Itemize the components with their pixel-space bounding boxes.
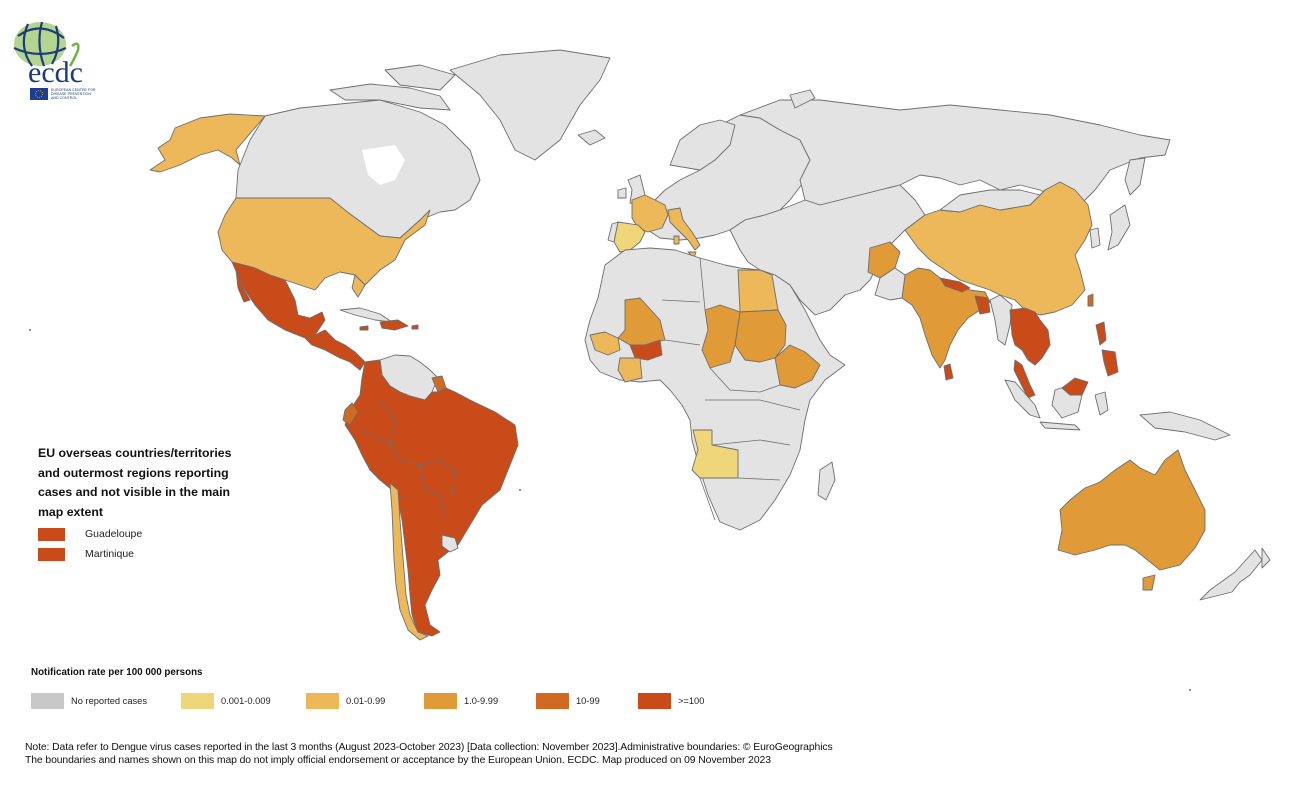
region-chile (389, 482, 429, 641)
region-dominican-republic (379, 319, 409, 331)
region-taiwan (1087, 293, 1094, 307)
region-bangladesh (974, 295, 991, 315)
region-australia (1057, 449, 1206, 571)
inset-item-guadeloupe: Guadeloupe (38, 526, 253, 542)
region-cote-divoire (617, 357, 643, 383)
region-philippines (1095, 321, 1107, 346)
region-sri-lanka (943, 363, 954, 381)
region-mexico (231, 261, 326, 339)
legend-swatch (536, 692, 569, 709)
region-malaysia (1013, 359, 1036, 399)
legend-title: Notification rate per 100 000 persons (31, 667, 203, 678)
inset-legend-title: EU overseas countries/territories and ou… (38, 446, 232, 519)
region-chad (701, 304, 741, 369)
swatch-guadeloupe (38, 527, 65, 541)
svg-text:DISEASE PREVENTION: DISEASE PREVENTION (51, 92, 91, 96)
note-line-1: Note: Data refer to Dengue virus cases r… (25, 742, 833, 753)
region-nepal (939, 277, 971, 293)
region-ecuador (342, 402, 359, 426)
svg-text:ecdc: ecdc (28, 56, 83, 89)
inset-item-martinique: Martinique (38, 546, 253, 562)
region-france (631, 194, 669, 233)
legend-swatch (638, 692, 671, 709)
region-russia (739, 99, 1171, 206)
legend-item-class3: 1.0-9.99 (424, 692, 498, 709)
region-uruguay (441, 534, 459, 553)
region-new-zealand (1199, 549, 1263, 601)
ecdc-logo: ecdc EUROPEAN CENTRE FOR DISEASE PREVENT… (10, 20, 110, 102)
svg-text:EUROPEAN CENTRE FOR: EUROPEAN CENTRE FOR (51, 88, 96, 92)
region-alaska (149, 113, 266, 173)
inset-legend: EU overseas countries/territories and ou… (38, 444, 253, 562)
region-italy (667, 207, 701, 251)
legend-swatch (181, 692, 214, 709)
legend-swatch (31, 692, 64, 709)
legend-item-class1: 0.001-0.009 (181, 692, 271, 709)
region-sudan (734, 309, 787, 363)
legend-item-no-cases: No reported cases (31, 692, 147, 709)
svg-text:AND CONTROL: AND CONTROL (51, 96, 77, 100)
legend-swatch (306, 692, 339, 709)
legend-swatch (424, 692, 457, 709)
legend-item-class5: >=100 (638, 692, 704, 709)
region-ethiopia (774, 344, 821, 389)
legend-item-class2: 0.01-0.99 (306, 692, 385, 709)
region-egypt (737, 269, 779, 313)
region-indochina (1009, 307, 1051, 366)
region-greenland (449, 49, 611, 161)
region-south-america-main (344, 359, 519, 637)
swatch-martinique (38, 547, 65, 561)
note-line-2: The boundaries and names shown on this m… (25, 755, 771, 766)
globe-icon: ecdc EUROPEAN CENTRE FOR DISEASE PREVENT… (13, 21, 96, 100)
region-central-america (304, 329, 366, 371)
legend-item-class4: 10-99 (536, 692, 600, 709)
region-senegal (589, 331, 621, 356)
region-tasmania (1142, 574, 1156, 591)
region-spain (613, 221, 646, 253)
